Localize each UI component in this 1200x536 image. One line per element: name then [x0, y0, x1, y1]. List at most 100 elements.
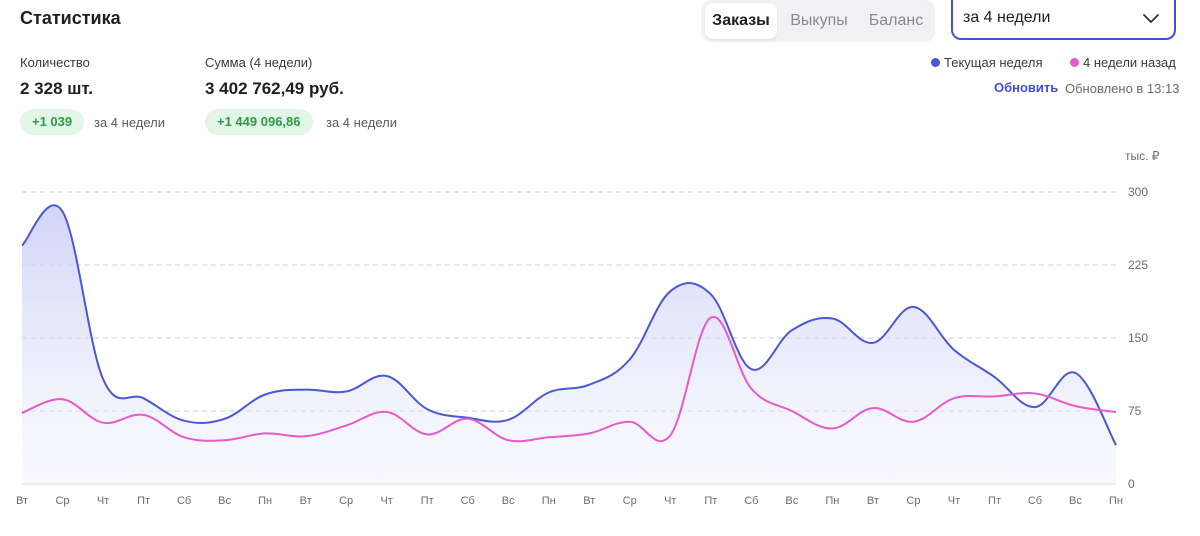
- sum-label: Сумма (4 недели): [205, 55, 313, 70]
- data-point: [143, 398, 145, 400]
- sum-delta-badge: +1 449 096,86: [205, 109, 313, 135]
- data-point: [305, 389, 307, 391]
- data-point: [143, 414, 145, 416]
- x-tick-label: Ср: [906, 495, 920, 507]
- series-line-current: [21, 204, 1117, 446]
- x-tick-label: Пн: [258, 495, 272, 507]
- data-point: [629, 359, 631, 361]
- data-point: [102, 378, 104, 380]
- x-tick-label: Вт: [300, 495, 312, 507]
- count-value: 2 328 шт.: [20, 79, 93, 98]
- legend-past-label: 4 недели назад: [1083, 55, 1176, 70]
- x-tick-label: Сб: [744, 495, 758, 507]
- y-tick-label: 0: [1128, 477, 1135, 491]
- x-tick-label: Вс: [1069, 495, 1082, 507]
- data-point: [548, 392, 550, 394]
- data-point: [102, 422, 104, 424]
- data-point: [669, 435, 671, 437]
- data-point: [62, 211, 64, 213]
- x-tick-label: Вс: [785, 495, 798, 507]
- data-point: [1034, 406, 1036, 408]
- x-tick-label: Сб: [177, 495, 191, 507]
- data-point: [669, 290, 671, 292]
- chevron-down-icon: [1143, 14, 1159, 23]
- data-point: [832, 318, 834, 320]
- data-point: [467, 418, 469, 420]
- data-point: [507, 419, 509, 421]
- data-point: [751, 368, 753, 370]
- y-unit-label: тыс. ₽: [1125, 149, 1160, 163]
- data-point: [751, 388, 753, 390]
- data-point: [953, 398, 955, 400]
- series-line-past: [21, 315, 1117, 443]
- data-point: [994, 396, 996, 398]
- data-point: [21, 412, 23, 414]
- data-point: [62, 399, 64, 401]
- y-tick-label: 300: [1128, 185, 1148, 199]
- legend-current-label: Текущая неделя: [944, 55, 1043, 70]
- data-point: [426, 408, 428, 410]
- x-tick-label: Ср: [55, 495, 69, 507]
- data-point: [710, 317, 712, 319]
- y-tick-label: 150: [1128, 331, 1148, 345]
- data-point: [710, 293, 712, 295]
- period-select[interactable]: за 4 недели: [951, 0, 1176, 40]
- tab-orders[interactable]: Заказы: [705, 3, 777, 39]
- tab-group: Заказы Выкупы Баланс: [701, 0, 935, 42]
- sum-value: 3 402 762,49 руб.: [205, 79, 344, 98]
- data-point: [21, 245, 23, 247]
- data-point: [872, 407, 874, 409]
- data-point: [386, 411, 388, 413]
- tab-buyouts[interactable]: Выкупы: [790, 12, 848, 29]
- data-point: [629, 421, 631, 423]
- x-tick-label: Чт: [380, 495, 392, 507]
- series-area-current: [22, 205, 1116, 484]
- x-tick-label: Пн: [542, 495, 556, 507]
- data-point: [386, 375, 388, 377]
- data-point: [548, 436, 550, 438]
- data-point: [305, 436, 307, 438]
- x-tick-label: Вс: [218, 495, 231, 507]
- data-point: [183, 436, 185, 438]
- y-tick-label: 225: [1128, 258, 1148, 272]
- data-point: [913, 421, 915, 423]
- data-point: [426, 434, 428, 436]
- tab-balance[interactable]: Баланс: [868, 12, 924, 29]
- x-tick-label: Пт: [137, 495, 150, 507]
- x-tick-label: Пт: [988, 495, 1001, 507]
- count-label: Количество: [20, 55, 90, 70]
- x-tick-label: Сб: [1028, 495, 1042, 507]
- data-point: [994, 376, 996, 378]
- x-tick-label: Пт: [421, 495, 434, 507]
- data-point: [913, 306, 915, 308]
- data-point: [224, 418, 226, 420]
- x-tick-label: Чт: [664, 495, 676, 507]
- x-tick-label: Вт: [583, 495, 595, 507]
- x-tick-label: Вт: [16, 495, 28, 507]
- data-point: [345, 391, 347, 393]
- count-delta-badge: +1 039: [20, 109, 85, 135]
- data-point: [264, 433, 266, 435]
- data-point: [507, 439, 509, 441]
- data-point: [953, 349, 955, 351]
- data-point: [1115, 444, 1117, 446]
- data-point: [1075, 372, 1077, 374]
- data-point: [1034, 393, 1036, 395]
- data-point: [791, 329, 793, 331]
- refresh-link[interactable]: Обновить: [994, 80, 1059, 95]
- x-tick-label: Сб: [461, 495, 475, 507]
- x-tick-label: Вс: [502, 495, 515, 507]
- data-point: [872, 342, 874, 344]
- page-title: Статистика: [20, 8, 121, 28]
- data-point: [1075, 405, 1077, 407]
- data-point: [588, 433, 590, 435]
- x-tick-label: Ср: [623, 495, 637, 507]
- data-point: [224, 439, 226, 441]
- x-tick-label: Чт: [97, 495, 109, 507]
- x-tick-label: Чт: [948, 495, 960, 507]
- data-point: [832, 428, 834, 430]
- data-point: [1115, 411, 1117, 413]
- y-tick-label: 75: [1128, 404, 1142, 418]
- x-tick-label: Вт: [867, 495, 879, 507]
